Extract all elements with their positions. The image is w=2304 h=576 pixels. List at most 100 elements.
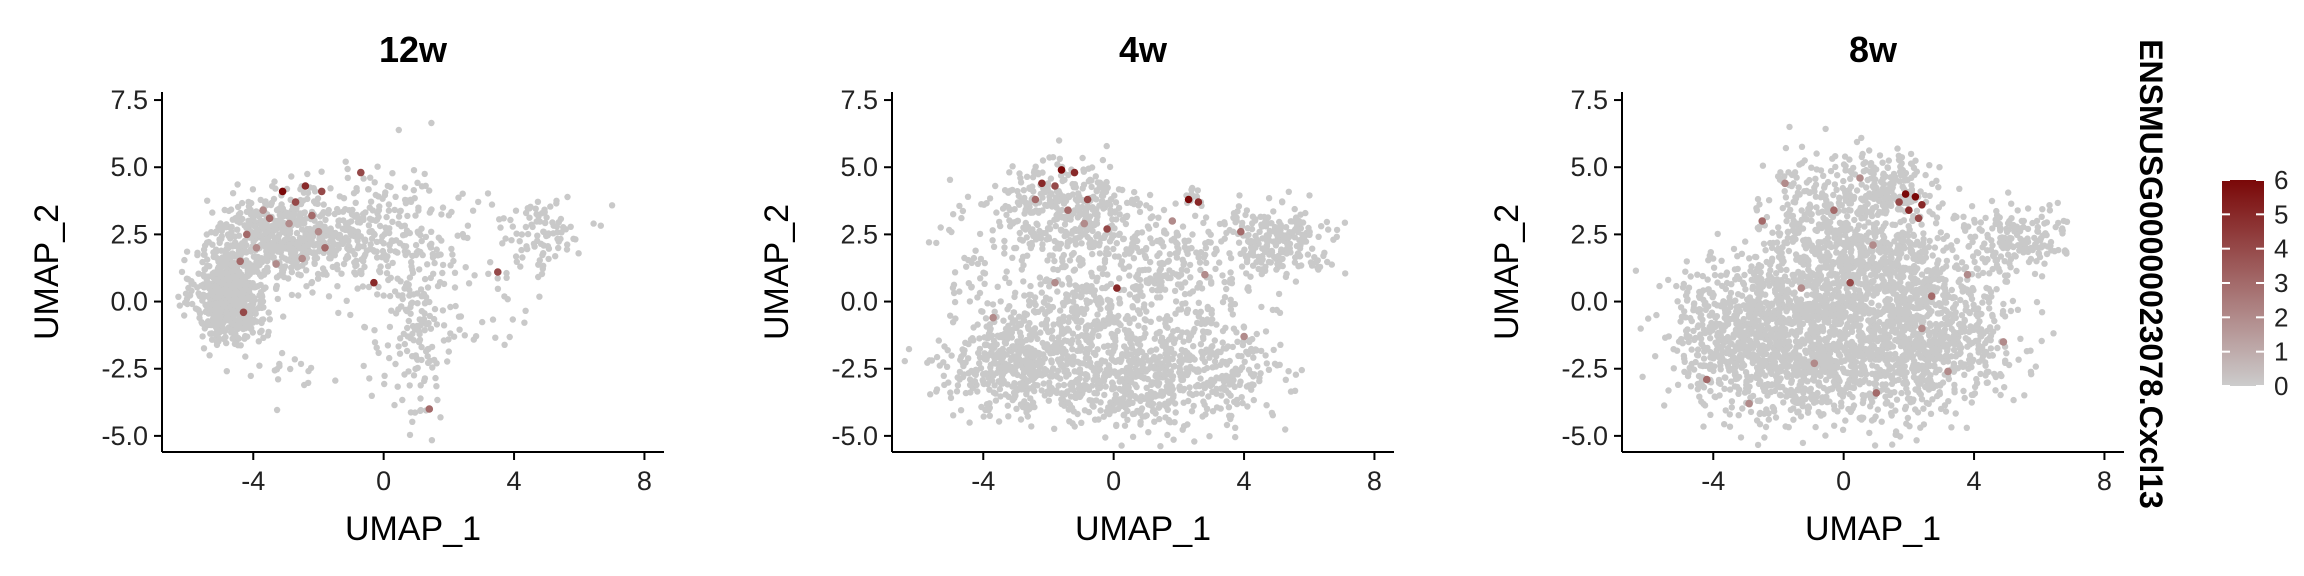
background-cell-point — [284, 257, 291, 264]
background-cell-point — [1221, 294, 1229, 301]
background-cell-point — [1790, 416, 1797, 423]
background-cell-point — [359, 210, 367, 218]
background-cell-point — [1013, 359, 1020, 367]
background-cell-point — [362, 238, 369, 245]
background-cell-point — [1010, 370, 1018, 377]
expressing-cell-point — [1057, 166, 1066, 174]
background-cell-point — [1243, 348, 1250, 355]
background-cell-point — [1166, 251, 1174, 258]
x-axis-label: UMAP_1 — [345, 510, 481, 548]
background-cell-point — [517, 263, 524, 270]
background-cell-point — [956, 202, 963, 210]
background-cell-point — [1021, 310, 1028, 317]
background-cell-point — [986, 412, 993, 419]
background-cell-point — [1077, 392, 1084, 400]
background-cell-point — [367, 241, 374, 248]
background-cell-point — [286, 227, 294, 235]
background-cell-point — [1072, 184, 1080, 191]
background-cell-point — [563, 246, 571, 253]
background-cell-point — [1283, 250, 1290, 257]
background-cell-point — [416, 266, 423, 273]
background-cell-point — [1002, 360, 1009, 367]
expressing-cell-point — [1168, 217, 1177, 225]
background-cell-point — [455, 194, 462, 201]
background-cell-point — [1059, 194, 1067, 201]
background-cell-point — [342, 206, 349, 213]
background-cell-point — [1265, 366, 1273, 373]
background-cell-point — [1200, 381, 1207, 388]
background-cell-point — [999, 205, 1007, 212]
background-cell-point — [1017, 333, 1025, 340]
background-cell-point — [204, 262, 211, 269]
background-cell-point — [905, 345, 913, 353]
background-cell-point — [459, 190, 466, 197]
background-cell-point — [1307, 259, 1315, 266]
background-cell-point — [288, 268, 296, 276]
background-cell-point — [234, 181, 241, 188]
background-cell-point — [1090, 403, 1097, 410]
background-cell-point — [1055, 382, 1062, 389]
background-cell-point — [316, 235, 323, 243]
background-cell-point — [1258, 347, 1265, 355]
background-cell-point — [340, 238, 347, 245]
background-cell-point — [1136, 200, 1144, 207]
background-cell-point — [558, 229, 565, 236]
background-cell-point — [1185, 336, 1193, 344]
background-cell-point — [410, 372, 418, 379]
background-cell-point — [1156, 401, 1163, 408]
background-cell-point — [1048, 384, 1055, 392]
background-cell-point — [1020, 187, 1027, 194]
background-cell-point — [1113, 216, 1120, 223]
background-cell-point — [1276, 309, 1284, 316]
background-cell-point — [464, 222, 472, 229]
background-cell-point — [1012, 244, 1020, 252]
background-cell-point — [1189, 184, 1196, 192]
background-cell-point — [222, 327, 229, 335]
background-cell-point — [1632, 267, 1640, 274]
background-cell-point — [1120, 265, 1127, 272]
background-cell-point — [1205, 238, 1212, 246]
background-cell-point — [1269, 306, 1277, 314]
x-tick-label: 4 — [507, 466, 522, 496]
background-cell-point — [1055, 137, 1063, 144]
background-cell-point — [1111, 342, 1119, 350]
background-cell-point — [209, 270, 216, 277]
background-cell-point — [249, 264, 256, 272]
background-cell-point — [278, 349, 286, 357]
background-cell-point — [1134, 336, 1142, 344]
background-cell-point — [974, 388, 981, 395]
background-cell-point — [1232, 433, 1239, 441]
background-cell-point — [222, 262, 229, 269]
background-cell-point — [1181, 237, 1188, 244]
background-cell-point — [1057, 375, 1064, 382]
background-cell-point — [1123, 199, 1131, 206]
background-cell-point — [426, 312, 433, 320]
background-cell-point — [1082, 326, 1090, 334]
background-cell-point — [1045, 397, 1053, 404]
background-cell-point — [201, 251, 208, 258]
background-cell-point — [295, 292, 302, 299]
background-cell-point — [1156, 353, 1164, 360]
background-cell-point — [1054, 367, 1062, 374]
background-cell-point — [976, 335, 983, 342]
expressing-cell-point — [1070, 168, 1079, 177]
background-cell-point — [1291, 234, 1299, 241]
background-cell-point — [1170, 394, 1177, 401]
background-cell-point — [1176, 352, 1184, 360]
background-cell-point — [1263, 402, 1270, 409]
background-cell-point — [1123, 346, 1130, 353]
background-cell-point — [1199, 333, 1207, 341]
background-cell-point — [395, 220, 402, 227]
y-tick-label: -5.0 — [101, 421, 148, 451]
background-cell-point — [1163, 230, 1170, 237]
background-cell-point — [1042, 277, 1049, 285]
background-cell-point — [1031, 353, 1038, 360]
background-cell-point — [1161, 286, 1169, 293]
background-cell-point — [1097, 407, 1104, 414]
background-cell-point — [1120, 286, 1128, 294]
background-cell-point — [181, 312, 188, 319]
background-cell-point — [374, 291, 381, 298]
background-cell-point — [215, 335, 223, 342]
background-cell-point — [1665, 387, 1672, 394]
background-cell-point — [1169, 269, 1177, 277]
